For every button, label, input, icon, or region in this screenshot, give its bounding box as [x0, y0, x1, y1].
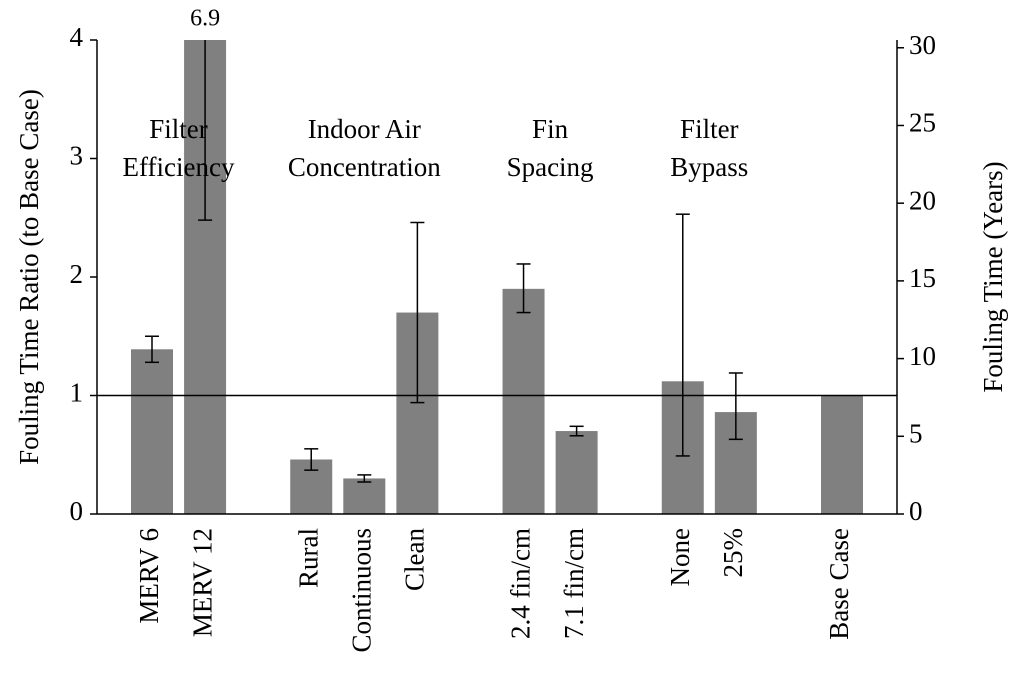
- x-tick-label: 7.1 fin/cm: [559, 528, 589, 639]
- bar: [821, 395, 863, 514]
- y-tick-label: 3: [70, 141, 84, 171]
- x-tick-label: Rural: [293, 528, 323, 588]
- group-label: Indoor Air: [308, 114, 421, 144]
- group-label: Fin: [532, 114, 569, 144]
- group-label: Filter: [149, 114, 208, 144]
- y-tick-label: 0: [70, 496, 84, 526]
- y2-tick-label: 15: [909, 263, 936, 293]
- x-tick-label: 25%: [718, 528, 748, 578]
- y2-tick-label: 5: [909, 418, 923, 448]
- y-axis-label: Fouling Time Ratio (to Base Case): [14, 89, 44, 465]
- group-label: Concentration: [288, 152, 441, 182]
- group-label: Bypass: [670, 152, 748, 182]
- bar: [555, 431, 598, 514]
- y2-axis-label: Fouling Time (Years): [978, 161, 1008, 392]
- y2-tick-label: 10: [909, 341, 936, 371]
- bar: [502, 288, 545, 514]
- x-tick-label: Continuous: [347, 528, 377, 653]
- y2-tick-label: 0: [909, 496, 923, 526]
- y-tick-label: 1: [70, 378, 84, 408]
- x-tick-label: None: [665, 528, 695, 586]
- group-label: Spacing: [507, 152, 594, 182]
- group-label: Efficiency: [123, 152, 235, 182]
- bar: [131, 349, 173, 514]
- x-tick-label: MERV 12: [187, 528, 217, 637]
- x-tick-label: Clean: [400, 528, 430, 591]
- value-label: 6.9: [190, 6, 220, 32]
- y2-tick-label: 20: [909, 185, 936, 215]
- y2-tick-label: 30: [909, 30, 936, 60]
- y2-tick-label: 25: [909, 108, 936, 138]
- bar: [343, 478, 386, 514]
- x-tick-label: MERV 6: [134, 528, 164, 624]
- group-label: Filter: [680, 114, 739, 144]
- y-tick-label: 2: [70, 259, 84, 289]
- y-tick-label: 4: [70, 22, 84, 52]
- x-tick-label: Base Case: [824, 528, 854, 640]
- x-tick-label: 2.4 fin/cm: [506, 528, 536, 639]
